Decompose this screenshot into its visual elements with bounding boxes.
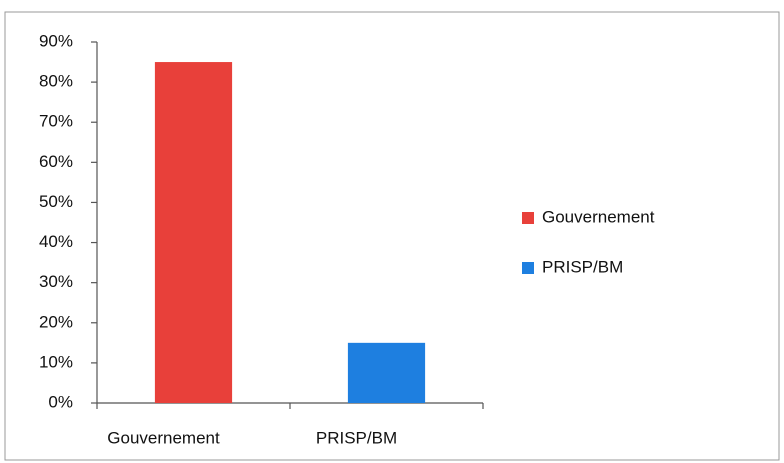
- x-tick-label: Gouvernement: [107, 428, 220, 447]
- y-tick-label: 10%: [39, 352, 73, 371]
- legend-label: Gouvernement: [542, 207, 655, 226]
- y-tick-label: 80%: [39, 72, 73, 91]
- y-tick-label: 90%: [39, 31, 73, 50]
- y-tick-label: 40%: [39, 232, 73, 251]
- y-tick-label: 70%: [39, 112, 73, 131]
- legend-label: PRISP/BM: [542, 257, 623, 276]
- legend-swatch: [522, 262, 534, 274]
- y-tick-label: 20%: [39, 312, 73, 331]
- legend-swatch: [522, 212, 534, 224]
- bar: [347, 342, 426, 403]
- y-tick-label: 60%: [39, 152, 73, 171]
- x-tick-label: PRISP/BM: [316, 428, 397, 447]
- y-tick-label: 0%: [48, 392, 73, 411]
- y-tick-label: 50%: [39, 192, 73, 211]
- y-tick-label: 30%: [39, 272, 73, 291]
- bar: [154, 62, 233, 404]
